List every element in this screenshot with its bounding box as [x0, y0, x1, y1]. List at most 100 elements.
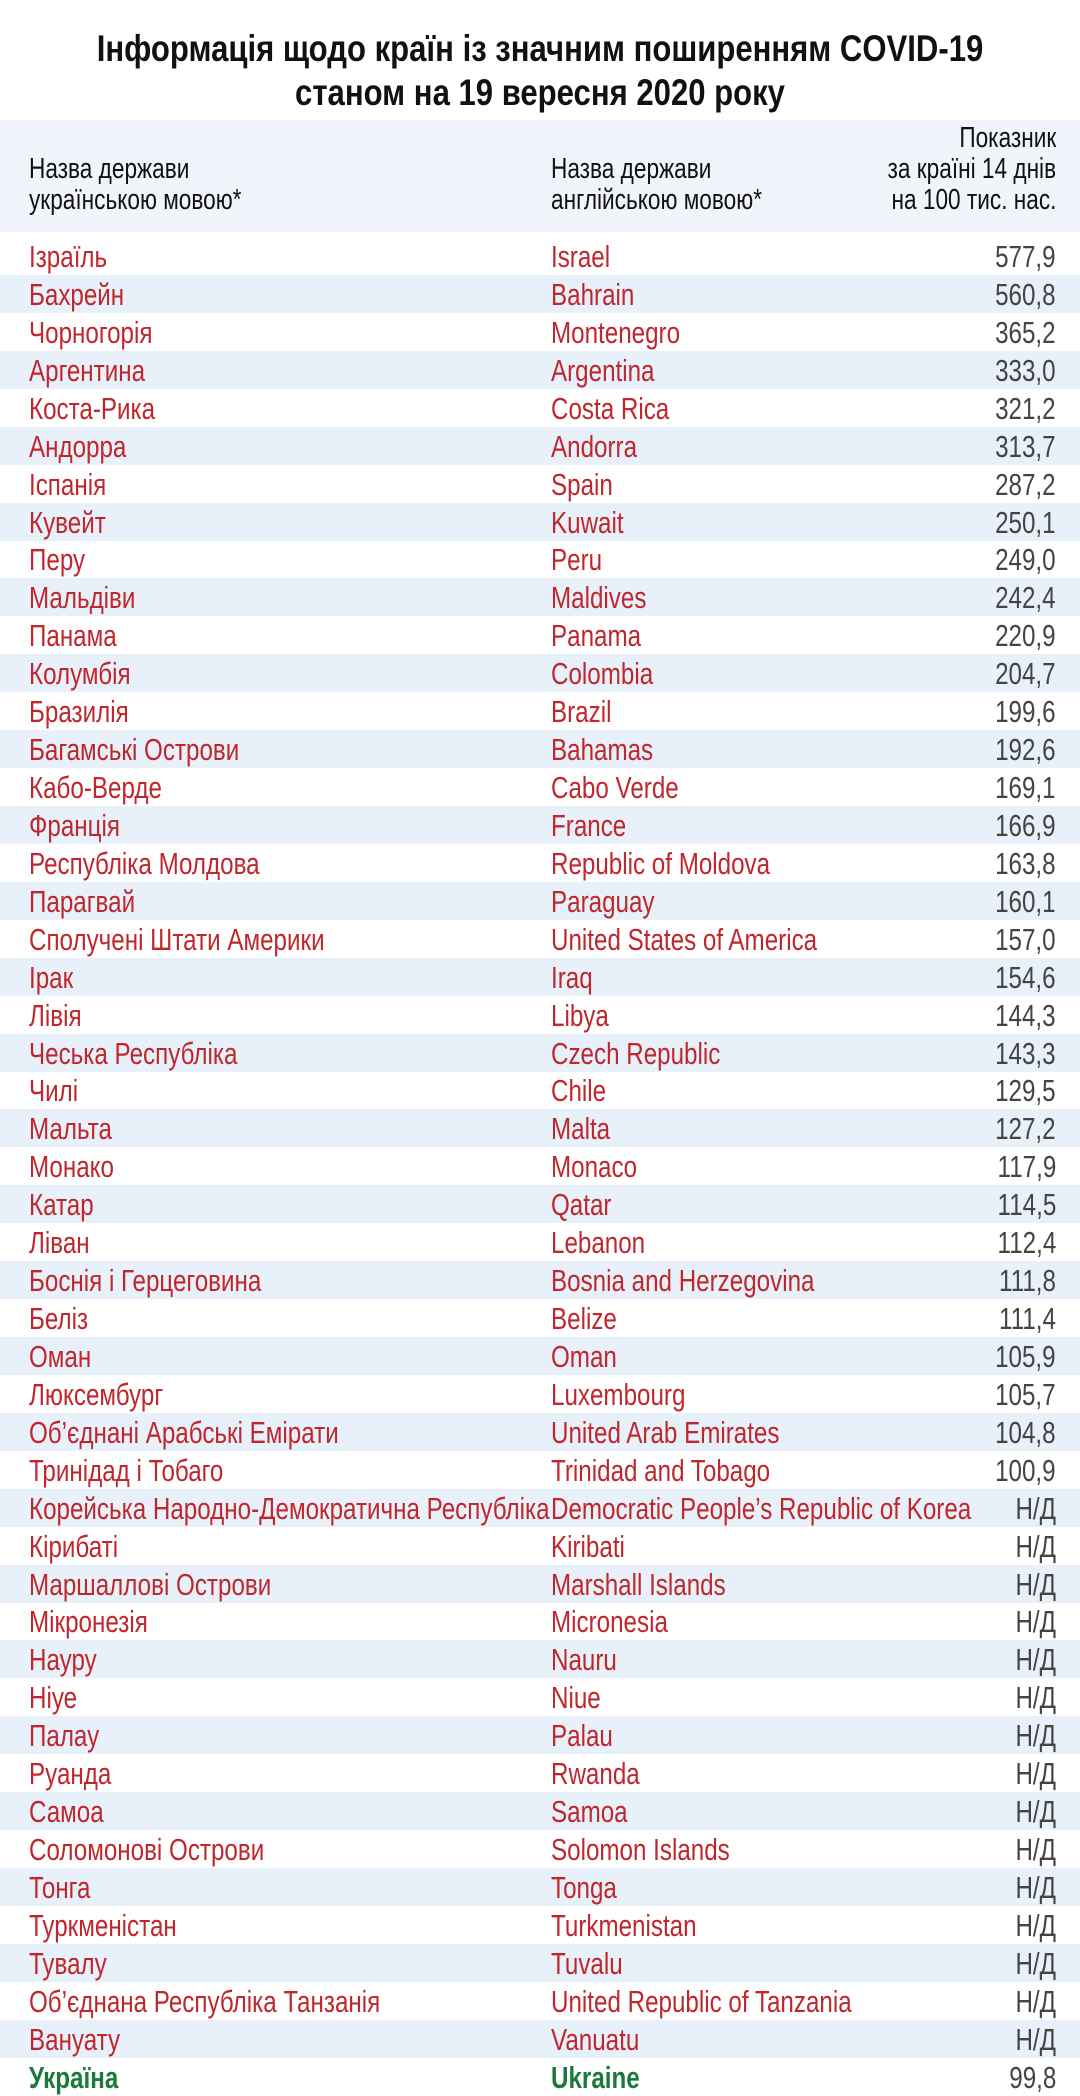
column-header: українською мовою* — [29, 184, 242, 216]
table-row: Люксембург Luxembourg 105,7 — [0, 1375, 1080, 1413]
table-row: Боснія і Герцеговина Bosnia and Herzegovi… — [0, 1261, 1080, 1300]
country-ukrainian: Аргентина — [29, 352, 146, 388]
country-ukrainian: Андорра — [29, 428, 127, 464]
country-ukrainian: Бахрейн — [29, 276, 125, 312]
indicator-value: Н/Д — [1015, 1832, 1056, 1868]
table-row: Франція France 166,9 — [0, 805, 1080, 844]
indicator-value: 112,4 — [997, 1225, 1056, 1261]
indicator-value: Н/Д — [1015, 1528, 1056, 1564]
table-row: Маршаллові Острови Marshall Islands Н/Д — [0, 1564, 1080, 1603]
country-english: Argentina — [551, 352, 655, 388]
indicator-value: 321,2 — [995, 390, 1056, 426]
table-row: Науру Nauru Н/Д — [0, 1640, 1080, 1679]
table-row: Перу Peru 249,0 — [0, 540, 1080, 578]
table-row: Тонга Tonga Н/Д — [0, 1867, 1080, 1906]
indicator-value: 333,0 — [995, 352, 1056, 388]
indicator-value: 199,6 — [995, 694, 1056, 730]
indicator-value: 204,7 — [995, 656, 1056, 692]
country-english: Marshall Islands — [551, 1566, 726, 1602]
country-ukrainian: Палау — [29, 1718, 100, 1754]
indicator-value: Н/Д — [1015, 1756, 1056, 1792]
table-row: Бахрейн Bahrain 560,8 — [0, 274, 1080, 313]
country-english: Luxembourg — [551, 1376, 686, 1412]
country-english: Turkmenistan — [551, 1907, 697, 1943]
indicator-value: 160,1 — [995, 883, 1056, 919]
indicator-value: 127,2 — [995, 1111, 1056, 1147]
indicator-value: 166,9 — [995, 807, 1056, 843]
indicator-value: 169,1 — [995, 770, 1056, 806]
table-row: Об’єднана Республіка Танзанія United Repu… — [0, 1982, 1080, 2020]
country-english: Panama — [551, 618, 642, 654]
indicator-value: 144,3 — [995, 997, 1056, 1033]
column-header: Назва держави — [29, 153, 190, 185]
country-ukrainian: Сполучені Штати Америки — [29, 921, 325, 957]
country-english: Israel — [551, 239, 611, 274]
indicator-value: 111,8 — [999, 1263, 1056, 1299]
indicator-value: Н/Д — [1015, 1604, 1056, 1640]
indicator-value: 220,9 — [995, 618, 1056, 654]
country-english: Maldives — [551, 580, 647, 616]
country-english: Vanuatu — [551, 2021, 640, 2057]
table-row: Республіка Молдова Republic of Moldova 163… — [0, 844, 1080, 882]
table-row: Мікронезія Micronesia Н/Д — [0, 1602, 1080, 1640]
indicator-value: Н/Д — [1015, 1490, 1056, 1526]
indicator-value: 157,0 — [995, 921, 1056, 957]
country-ukrainian: Кувейт — [29, 504, 106, 540]
country-ukrainian: Руанда — [29, 1756, 112, 1792]
table-row: Кувейт Kuwait 250,1 — [0, 502, 1080, 541]
table-row: Соломонові Острови Solomon Islands Н/Д — [0, 1830, 1080, 1868]
country-ukrainian: Тонга — [29, 1869, 91, 1905]
country-english: France — [551, 807, 627, 843]
country-english: Cabo Verde — [551, 770, 679, 806]
country-english: Costa Rica — [551, 390, 670, 426]
indicator-value: 365,2 — [995, 314, 1056, 350]
country-english: Lebanon — [551, 1225, 646, 1261]
country-ukrainian: Панама — [29, 618, 117, 654]
country-ukrainian: Україна — [29, 2059, 119, 2095]
country-english: Iraq — [551, 959, 593, 995]
country-ukrainian: Багамські Острови — [29, 732, 240, 768]
table-row: Оман Oman 105,9 — [0, 1336, 1080, 1375]
table-row: Парагвай Paraguay 160,1 — [0, 881, 1080, 920]
column-header: за країні 14 днів — [887, 153, 1056, 185]
table-row: Лівія Libya 144,3 — [0, 996, 1080, 1034]
country-english: Solomon Islands — [551, 1832, 730, 1868]
country-english: Kiribati — [551, 1528, 625, 1564]
country-ukrainian: Монако — [29, 1149, 114, 1185]
indicator-value: 105,9 — [995, 1338, 1056, 1374]
table-row: Коста-Рика Costa Rica 321,2 — [0, 389, 1080, 427]
country-ukrainian: Самоа — [29, 1794, 104, 1830]
country-english: Nauru — [551, 1642, 617, 1678]
country-english: United Arab Emirates — [551, 1414, 780, 1450]
indicator-value: 287,2 — [995, 466, 1056, 502]
country-english: Bahamas — [551, 732, 654, 768]
table-row: Чорногорія Montenegro 365,2 — [0, 313, 1080, 351]
indicator-value: 192,6 — [995, 732, 1056, 768]
country-ukrainian: Іспанія — [29, 466, 107, 502]
country-ukrainian: Оман — [29, 1338, 92, 1374]
column-header: на 100 тис. нас. — [891, 184, 1056, 216]
table-row: Беліз Belize 111,4 — [0, 1299, 1080, 1337]
country-ukrainian: Вануату — [29, 2021, 121, 2057]
country-english: Peru — [551, 542, 603, 578]
country-ukrainian: Ірак — [29, 959, 74, 995]
country-english: Colombia — [551, 656, 654, 692]
country-ukrainian: Колумбія — [29, 656, 131, 692]
country-ukrainian: Республіка Молдова — [29, 845, 260, 881]
table-row: Об’єднані Арабські Емірати United Arab Em… — [0, 1412, 1080, 1451]
indicator-value: Н/Д — [1015, 2021, 1056, 2057]
table-row: Колумбія Colombia 204,7 — [0, 654, 1080, 693]
country-ukrainian: Беліз — [29, 1301, 89, 1337]
country-english: Qatar — [551, 1187, 612, 1223]
indicator-value: 129,5 — [995, 1073, 1056, 1109]
country-ukrainian: Бразилія — [29, 694, 129, 730]
country-english: Chile — [551, 1073, 607, 1109]
indicator-value: 117,9 — [997, 1149, 1056, 1185]
country-ukrainian: Франція — [29, 807, 120, 843]
country-ukrainian: Об’єднана Республіка Танзанія — [29, 1983, 381, 2019]
country-ukrainian: Кірибаті — [29, 1528, 119, 1564]
table-row: Мальта Malta 127,2 — [0, 1109, 1080, 1148]
indicator-value: 104,8 — [995, 1414, 1056, 1450]
indicator-value: 249,0 — [995, 542, 1056, 578]
column-header: англійською мовою* — [551, 184, 763, 216]
